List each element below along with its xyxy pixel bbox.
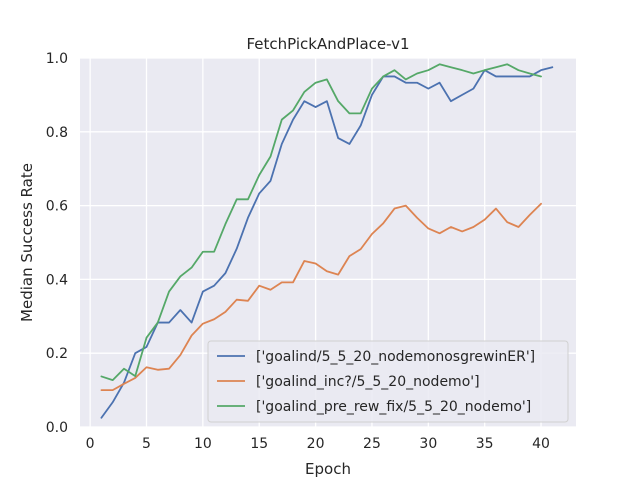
series-line-3 (100, 63, 542, 382)
y-tick-label: 0.8 (46, 125, 68, 141)
tick-layer: 0 5 10 15 20 25 30 35 40 0.0 0.2 0.4 0.6 0.8 1.0 (46, 51, 550, 452)
y-axis-label: Median Success Rate (18, 163, 36, 322)
x-tick-label: 15 (250, 436, 268, 452)
legend-entry: ['goalind_pre_rew_fix/5_5_20_nodemo'] (256, 399, 531, 415)
x-tick-label: 25 (363, 436, 381, 452)
x-axis-label: Epoch (305, 460, 351, 478)
y-tick-label: 0.0 (46, 420, 68, 436)
chart-title: FetchPickAndPlace-v1 (246, 35, 409, 53)
x-tick-label: 10 (194, 436, 212, 452)
legend-entry: ['goalind/5_5_20_nodemonosgrewinER'] (256, 349, 535, 365)
legend: ['goalind/5_5_20_nodemonosgrewinER'] ['go… (207, 340, 569, 423)
x-tick-label: 0 (86, 436, 95, 452)
x-tick-label: 40 (532, 436, 550, 452)
x-tick-label: 20 (307, 436, 325, 452)
y-tick-label: 0.4 (46, 272, 68, 288)
x-tick-label: 5 (142, 436, 151, 452)
x-tick-label: 35 (476, 436, 494, 452)
x-tick-label: 30 (419, 436, 437, 452)
series-line-1 (100, 66, 554, 419)
y-tick-label: 0.2 (46, 346, 68, 362)
legend-entry: ['goalind_inc?/5_5_20_nodemo'] (256, 374, 480, 390)
y-tick-label: 0.6 (46, 199, 68, 215)
series-line-2 (100, 202, 542, 392)
y-tick-label: 1.0 (46, 51, 68, 67)
series-layer (100, 63, 554, 419)
legend-box (207, 340, 569, 423)
